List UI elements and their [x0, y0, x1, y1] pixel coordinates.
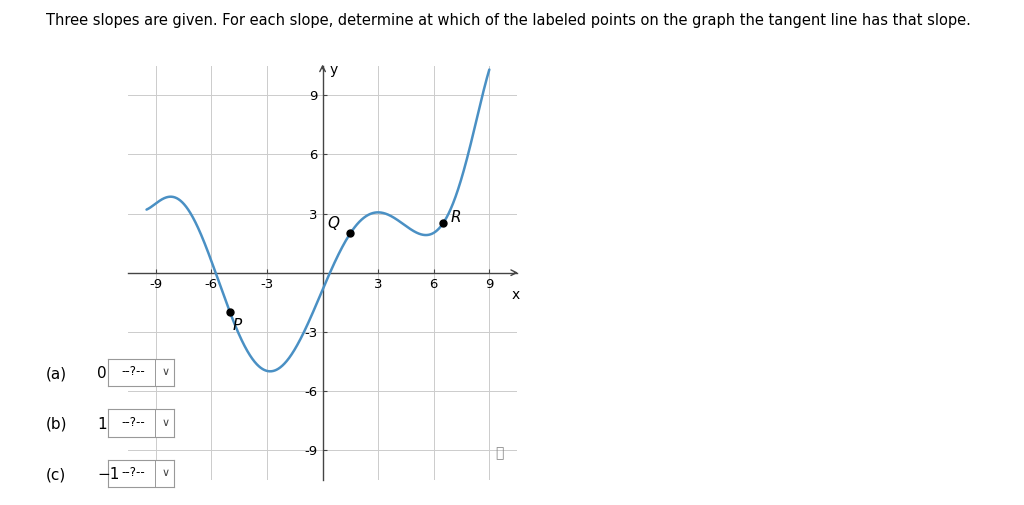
Text: ∨: ∨	[162, 469, 170, 478]
Text: R: R	[451, 210, 461, 225]
Text: (c): (c)	[46, 467, 67, 482]
Text: x: x	[511, 288, 519, 302]
Text: Three slopes are given. For each slope, determine at which of the labeled points: Three slopes are given. For each slope, …	[46, 13, 971, 28]
Text: 0: 0	[97, 366, 106, 381]
Text: P: P	[232, 319, 242, 333]
Text: Q: Q	[328, 216, 340, 231]
Text: (a): (a)	[46, 366, 68, 381]
Text: ∨: ∨	[162, 418, 170, 428]
Text: ⓘ: ⓘ	[496, 446, 504, 460]
Text: y: y	[330, 63, 338, 77]
Text: 1: 1	[97, 417, 106, 432]
Text: --?--: --?--	[121, 416, 144, 429]
Text: (b): (b)	[46, 417, 68, 432]
Text: ∨: ∨	[162, 368, 170, 377]
Text: --?--: --?--	[121, 366, 144, 378]
Text: --?--: --?--	[121, 467, 144, 479]
Text: −1: −1	[97, 467, 120, 482]
